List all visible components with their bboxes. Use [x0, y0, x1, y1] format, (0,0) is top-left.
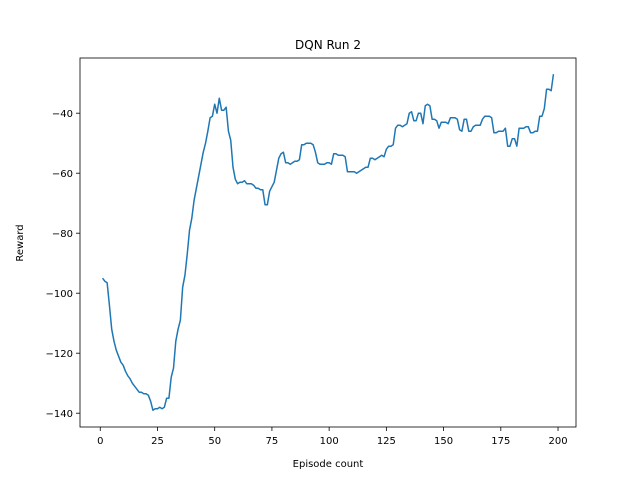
x-tick-label: 75: [266, 436, 279, 447]
y-tick-label: −80: [52, 229, 73, 240]
axes-frame: [79, 57, 577, 428]
y-tick-label: −40: [52, 109, 73, 120]
y-axis-label: Reward: [15, 224, 26, 261]
x-tick-label: 0: [97, 436, 103, 447]
y-tick-label: −100: [46, 289, 73, 300]
x-tick-label: 200: [548, 436, 567, 447]
x-tick-label: 50: [208, 436, 221, 447]
x-tick-label: 25: [151, 436, 164, 447]
x-tick-label: 150: [434, 436, 453, 447]
y-tick-label: −140: [46, 409, 73, 420]
x-tick-label: 125: [377, 436, 396, 447]
data-line: [101, 74, 555, 411]
y-tick-label: −60: [52, 169, 73, 180]
x-tick-label: 100: [320, 436, 339, 447]
y-tick-label: −120: [46, 349, 73, 360]
chart-title: DQN Run 2: [295, 38, 361, 52]
x-axis-label: Episode count: [293, 459, 364, 470]
x-tick-label: 175: [491, 436, 510, 447]
